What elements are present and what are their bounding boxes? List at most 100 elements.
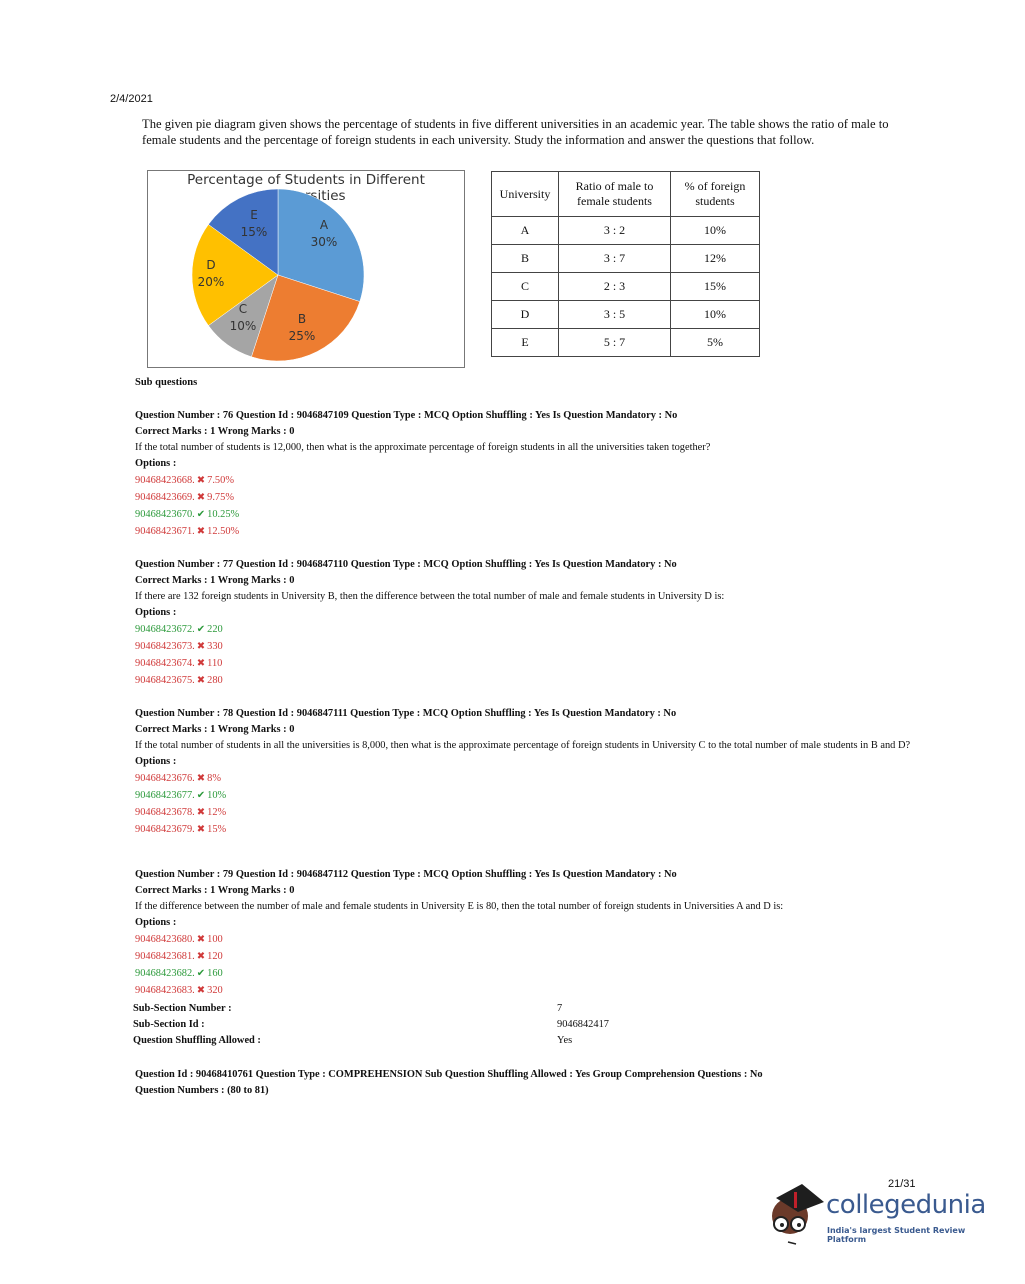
meta-value: Yes: [557, 1035, 573, 1046]
print-date: 2/4/2021: [110, 93, 153, 105]
question-block: Question Number : 77 Question Id : 90468…: [135, 557, 915, 689]
options-label: Options :: [135, 458, 177, 469]
check-icon: ✔: [196, 790, 206, 801]
option-item: 90468423676. ✖ 8%: [135, 770, 915, 787]
sub-questions-label: Sub questions: [135, 377, 198, 388]
option-id: 90468423677.: [135, 790, 195, 801]
check-icon: ✔: [196, 624, 206, 635]
option-item: 90468423678. ✖ 12%: [135, 804, 915, 821]
option-item: 90468423682. ✔ 160: [135, 965, 915, 982]
option-item: 90468423669. ✖ 9.75%: [135, 489, 915, 506]
option-id: 90468423671.: [135, 526, 195, 537]
header-foreign: % of foreign students: [670, 171, 760, 217]
cell-university: E: [491, 328, 559, 357]
slice-value-label: 30%: [311, 235, 338, 249]
meta-label: Sub-Section Number :: [133, 1003, 232, 1014]
slice-value-label: 10%: [230, 319, 257, 333]
option-value: 160: [207, 968, 223, 979]
cross-icon: ✖: [196, 658, 206, 669]
collegedunia-logo: collegedunia India's largest Student Rev…: [766, 1176, 996, 1248]
cross-icon: ✖: [196, 641, 206, 652]
comprehension-header: Question Id : 90468410761 Question Type …: [135, 1067, 763, 1099]
option-item: 90468423673. ✖ 330: [135, 638, 915, 655]
pie-svg: A 30% B 25% C 10% D 20% E 15%: [191, 188, 365, 362]
option-id: 90468423669.: [135, 492, 195, 503]
cross-icon: ✖: [196, 934, 206, 945]
meta-value: 9046842417: [557, 1019, 609, 1030]
brand-name: collegedunia: [826, 1190, 986, 1220]
comprehension-numbers: Question Numbers : (80 to 81): [135, 1085, 269, 1096]
pie-slice-A: [277, 188, 365, 302]
option-id: 90468423670.: [135, 509, 195, 520]
pie-slice-B: [251, 274, 361, 362]
question-marks: Correct Marks : 1 Wrong Marks : 0: [135, 885, 295, 896]
option-value: 320: [207, 985, 223, 996]
option-item: 90468423681. ✖ 120: [135, 948, 915, 965]
table-header-row: University Ratio of male to female stude…: [491, 171, 760, 217]
cell-ratio: 5 : 7: [558, 328, 671, 357]
option-id: 90468423679.: [135, 824, 195, 835]
pie-slice-E: [208, 188, 279, 276]
slice-category-label: D: [206, 258, 215, 272]
option-value: 12.50%: [207, 526, 240, 537]
option-value: 7.50%: [207, 475, 234, 486]
options-label: Options :: [135, 607, 177, 618]
cross-icon: ✖: [196, 807, 206, 818]
cell-university: C: [491, 272, 559, 301]
meta-row: Sub-Section Number : 7: [133, 1001, 562, 1017]
option-id: 90468423681.: [135, 951, 195, 962]
option-value: 280: [207, 675, 223, 686]
check-icon: ✔: [196, 968, 206, 979]
option-item: 90468423668. ✖ 7.50%: [135, 472, 915, 489]
slice-value-label: 25%: [289, 329, 316, 343]
option-item: 90468423674. ✖ 110: [135, 655, 915, 672]
option-item: 90468423675. ✖ 280: [135, 672, 915, 689]
cell-university: B: [491, 244, 559, 273]
option-id: 90468423675.: [135, 675, 195, 686]
slice-category-label: C: [239, 302, 247, 316]
sub-section-meta: Sub-Section Number : 7 Sub-Section Id : 90…: [133, 1001, 609, 1049]
question-block: Question Number : 79 Question Id : 90468…: [135, 867, 915, 999]
slice-value-label: 20%: [198, 275, 225, 289]
cell-ratio: 3 : 7: [558, 244, 671, 273]
cross-icon: ✖: [196, 526, 206, 537]
option-id: 90468423678.: [135, 807, 195, 818]
option-id: 90468423682.: [135, 968, 195, 979]
option-id: 90468423680.: [135, 934, 195, 945]
cell-foreign: 15%: [670, 272, 760, 301]
option-item: 90468423683. ✖ 320: [135, 982, 915, 999]
comprehension-line: Question Id : 90468410761 Question Type …: [135, 1069, 763, 1080]
option-value: 10.25%: [207, 509, 240, 520]
question-marks: Correct Marks : 1 Wrong Marks : 0: [135, 724, 295, 735]
option-value: 8%: [207, 773, 221, 784]
intro-paragraph: The given pie diagram given shows the pe…: [142, 117, 889, 147]
cell-foreign: 12%: [670, 244, 760, 273]
brand-tagline: India's largest Student Review Platform: [827, 1226, 966, 1244]
question-header: Question Number : 79 Question Id : 90468…: [135, 869, 677, 880]
cross-icon: ✖: [196, 985, 206, 996]
cell-foreign: 5%: [670, 328, 760, 357]
slice-category-label: E: [250, 208, 258, 222]
option-value: 330: [207, 641, 223, 652]
cell-foreign: 10%: [670, 216, 760, 245]
cross-icon: ✖: [196, 824, 206, 835]
question-header: Question Number : 78 Question Id : 90468…: [135, 708, 677, 719]
pie-slice-D: [191, 224, 279, 326]
page-number: 21/31: [888, 1178, 916, 1190]
option-id: 90468423668.: [135, 475, 195, 486]
option-value: 220: [207, 624, 223, 635]
option-item: 90468423672. ✔ 220: [135, 621, 915, 638]
question-header: Question Number : 77 Question Id : 90468…: [135, 559, 677, 570]
meta-row: Sub-Section Id : 9046842417: [133, 1017, 609, 1033]
question-marks: Correct Marks : 1 Wrong Marks : 0: [135, 426, 295, 437]
question-text: If there are 132 foreign students in Uni…: [135, 591, 725, 602]
options-label: Options :: [135, 756, 177, 767]
question-marks: Correct Marks : 1 Wrong Marks : 0: [135, 575, 295, 586]
option-item: 90468423680. ✖ 100: [135, 931, 915, 948]
meta-label: Question Shuffling Allowed :: [133, 1035, 261, 1046]
option-item: 90468423670. ✔ 10.25%: [135, 506, 915, 523]
